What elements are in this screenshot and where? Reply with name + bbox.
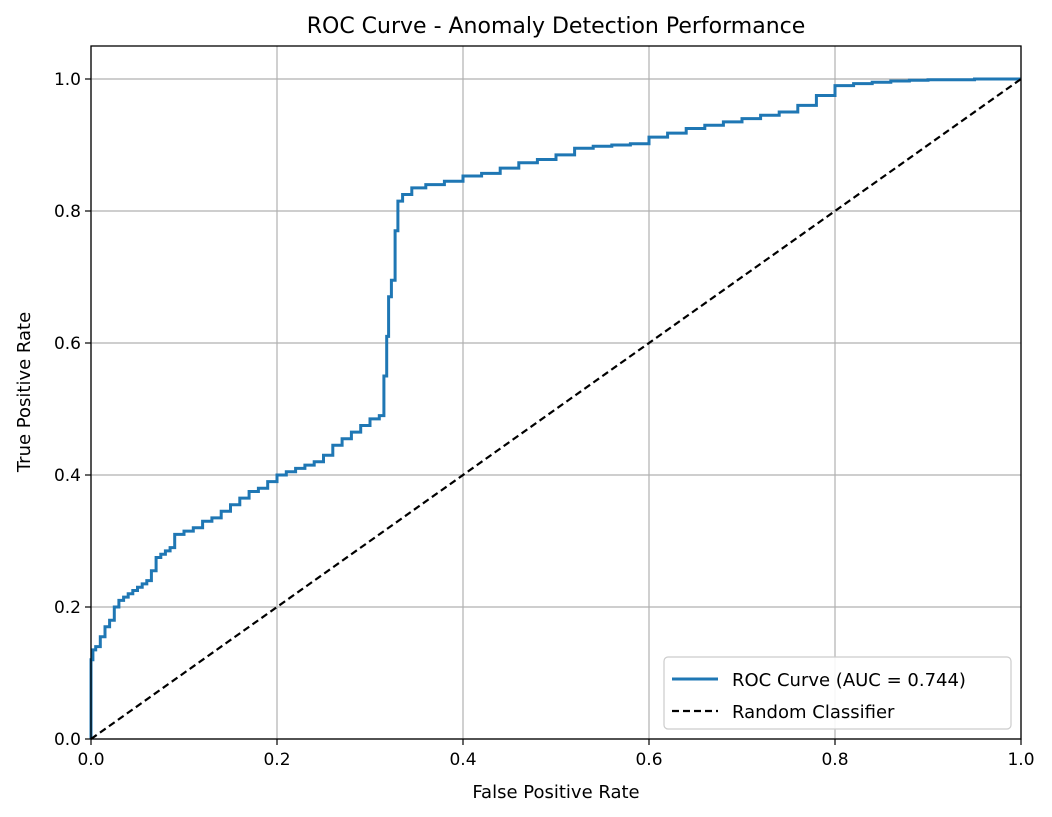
- y-tick-label: 0.4: [54, 466, 81, 486]
- y-axis-label: True Positive Rate: [14, 312, 35, 473]
- x-tick-label: 0.8: [821, 750, 848, 770]
- legend-label-roc: ROC Curve (AUC = 0.744): [732, 670, 966, 691]
- y-tick-label: 1.0: [54, 70, 81, 90]
- x-axis-label: False Positive Rate: [472, 782, 639, 803]
- y-tick-label: 0.6: [54, 334, 81, 354]
- legend-label-random: Random Classifier: [732, 702, 895, 723]
- roc-curve-line: [89, 77, 1021, 739]
- plot-lines: [89, 77, 1022, 740]
- x-tick-label: 0.0: [77, 750, 104, 770]
- grid-lines: [90, 46, 1022, 740]
- y-tick-label: 0.0: [54, 730, 81, 750]
- y-tick-label: 0.2: [54, 598, 81, 618]
- x-tick-label: 0.4: [449, 750, 476, 770]
- x-axis-ticks: 0.0 0.2 0.4 0.6 0.8 1.0: [77, 739, 1035, 770]
- y-axis-ticks: 0.0 0.2 0.4 0.6 0.8 1.0: [54, 70, 91, 750]
- legend-box: [663, 656, 1012, 730]
- plot-frame: [90, 45, 1022, 740]
- y-tick-label: 0.8: [54, 202, 81, 222]
- x-tick-label: 0.6: [635, 750, 662, 770]
- random-classifier-line: [90, 78, 1022, 740]
- x-tick-label: 1.0: [1007, 750, 1034, 770]
- chart-title: ROC Curve - Anomaly Detection Performanc…: [307, 14, 806, 39]
- x-tick-label: 0.2: [263, 750, 290, 770]
- legend: ROC Curve (AUC = 0.744) Random Classifie…: [663, 656, 1012, 730]
